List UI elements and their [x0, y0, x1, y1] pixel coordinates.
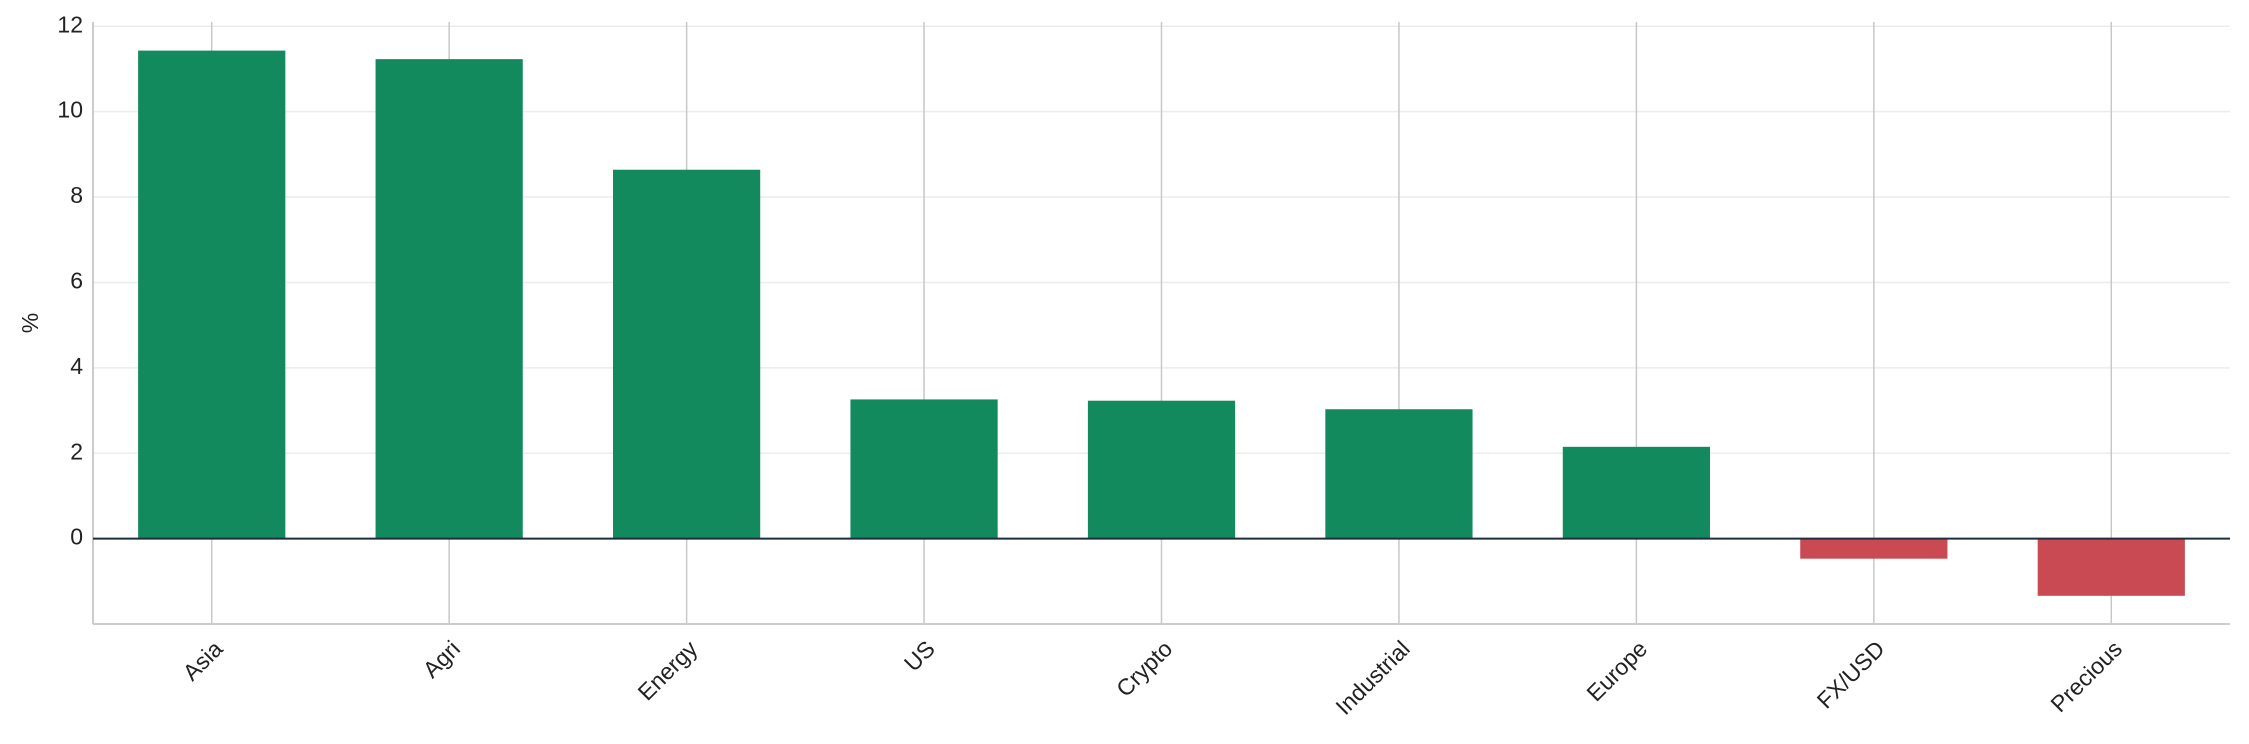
x-tick-label: Precious — [2045, 635, 2127, 717]
x-tick-label: Industrial — [1330, 635, 1414, 719]
x-tick-label: Crypto — [1111, 635, 1177, 701]
bar — [1800, 538, 1948, 559]
x-tick-label: US — [899, 635, 940, 676]
bar — [1325, 409, 1473, 539]
y-tick-label: 6 — [70, 268, 83, 294]
x-tick-label: FX/USD — [1812, 635, 1890, 713]
y-tick-label: 2 — [70, 438, 83, 464]
x-tick-label: Asia — [178, 635, 228, 685]
y-tick-label: 0 — [70, 524, 83, 550]
y-tick-label: 10 — [57, 97, 83, 123]
y-tick-label: 8 — [70, 182, 83, 208]
bar — [2037, 538, 2185, 596]
y-axis-label: % — [17, 313, 43, 333]
y-tick-label: 4 — [70, 353, 83, 379]
bar — [1562, 446, 1710, 539]
x-tick-label: Europe — [1581, 635, 1652, 706]
bar — [1087, 400, 1236, 539]
x-tick-label: Agri — [418, 635, 465, 682]
x-tick-label: Energy — [633, 635, 703, 705]
bar — [850, 399, 998, 539]
bar — [613, 169, 761, 539]
bar — [375, 59, 523, 539]
y-tick-label: 12 — [57, 11, 83, 37]
bar — [138, 50, 286, 539]
